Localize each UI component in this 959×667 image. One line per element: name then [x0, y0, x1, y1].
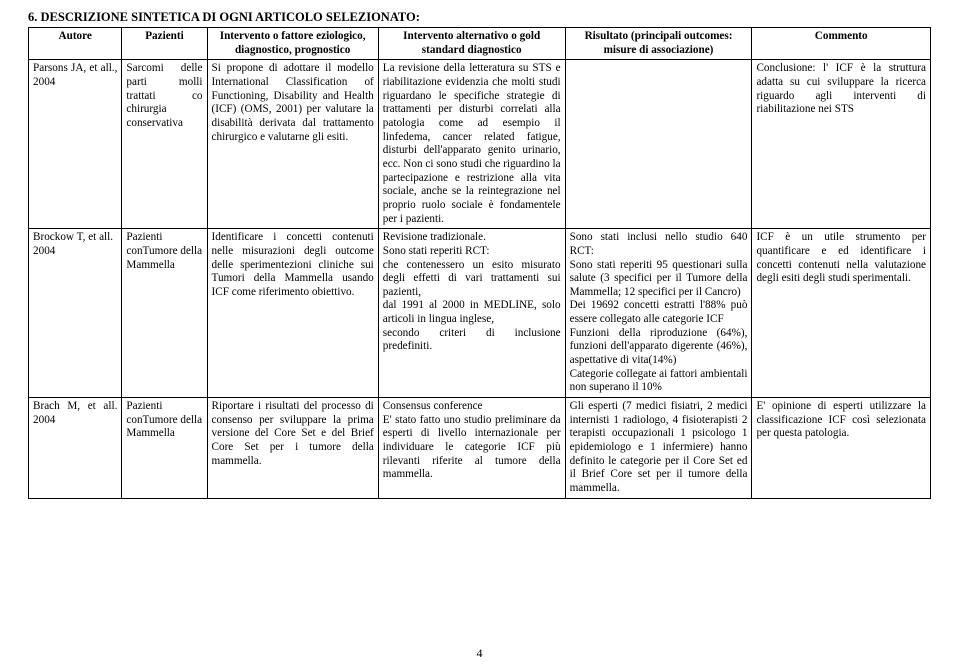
cell-int2: Revisione tradizionale.Sono stati reperi…	[378, 229, 565, 398]
cell-autore: Brockow T, et all.2004	[29, 229, 122, 398]
col-header-autore: Autore	[29, 28, 122, 60]
cell-pazienti: Pazienti conTumore della Mammella	[122, 398, 207, 499]
col-header-ris: Risultato (principali outcomes: misure d…	[565, 28, 752, 60]
cell-ris: Gli esperti (7 medici fisiatri, 2 medici…	[565, 398, 752, 499]
cell-comm: Conclusione: l' ICF è la struttura adatt…	[752, 60, 931, 229]
cell-pazienti: Sarcomi delle parti molli trattati co ch…	[122, 60, 207, 229]
cell-int2: Consensus conferenceE' stato fatto uno s…	[378, 398, 565, 499]
article-table: Autore Pazienti Intervento o fattore ezi…	[28, 27, 931, 499]
cell-comm: ICF è un utile strumento per quantificar…	[752, 229, 931, 398]
table-row: Parsons JA, et all., 2004 Sarcomi delle …	[29, 60, 931, 229]
cell-pazienti: Pazienti conTumore della Mammella	[122, 229, 207, 398]
cell-ris: Sono stati inclusi nello studio 640 RCT:…	[565, 229, 752, 398]
cell-comm: E' opinione di esperti utilizzare la cla…	[752, 398, 931, 499]
table-row: Brach M, et all. 2004 Pazienti conTumore…	[29, 398, 931, 499]
table-row: Brockow T, et all.2004 Pazienti conTumor…	[29, 229, 931, 398]
col-header-comm: Commento	[752, 28, 931, 60]
col-header-int1: Intervento o fattore eziologico, diagnos…	[207, 28, 378, 60]
cell-autore: Brach M, et all. 2004	[29, 398, 122, 499]
cell-int1: Identificare i concetti contenuti nelle …	[207, 229, 378, 398]
cell-int1: Si propone di adottare il modello Intern…	[207, 60, 378, 229]
col-header-int2: Intervento alternativo o gold standard d…	[378, 28, 565, 60]
col-header-pazienti: Pazienti	[122, 28, 207, 60]
page-number: 4	[0, 646, 959, 661]
table-header-row: Autore Pazienti Intervento o fattore ezi…	[29, 28, 931, 60]
cell-ris	[565, 60, 752, 229]
section-heading: 6. DESCRIZIONE SINTETICA DI OGNI ARTICOL…	[28, 10, 931, 25]
cell-autore: Parsons JA, et all., 2004	[29, 60, 122, 229]
cell-int1: Riportare i risultati del processo di co…	[207, 398, 378, 499]
cell-int2: La revisione della letteratura su STS e …	[378, 60, 565, 229]
